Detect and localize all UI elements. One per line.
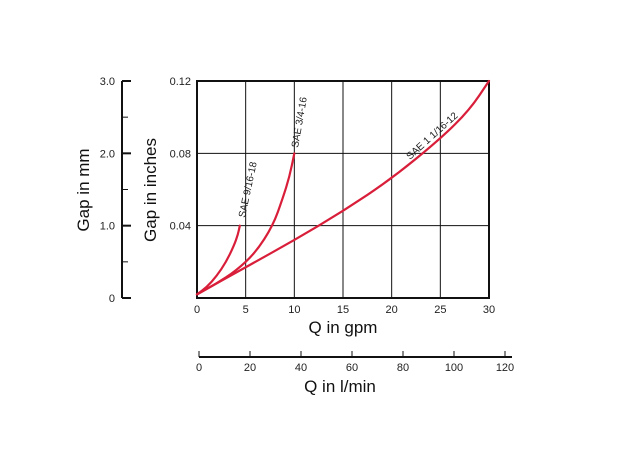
x2-tick-label: 20: [244, 362, 256, 374]
y-axis-label: Gap in inches: [141, 138, 160, 242]
series-line: [195, 79, 491, 296]
y-tick-label: 0.12: [170, 76, 191, 88]
x2-tick-label: 60: [346, 362, 358, 374]
x2-tick-label: 100: [445, 362, 463, 374]
series-label: SAE 1 1/16-12: [405, 110, 461, 162]
x-tick-label: 15: [337, 304, 349, 316]
x-tick-label: 5: [243, 304, 249, 316]
x2-tick-label: 80: [397, 362, 409, 374]
x2-axis-label: Q in l/min: [304, 377, 376, 396]
x2-tick-label: 40: [295, 362, 307, 374]
x2-tick-label: 0: [196, 362, 202, 374]
x-tick-label: 25: [434, 304, 446, 316]
y2-tick-label: 3.0: [100, 76, 115, 88]
x-tick-label: 0: [194, 304, 200, 316]
y2-tick-label: 1.0: [100, 221, 115, 233]
x-tick-label: 20: [386, 304, 398, 316]
series-label: SAE 3/4-16: [290, 96, 310, 149]
x-tick-label: 10: [288, 304, 300, 316]
x-axis-label: Q in gpm: [309, 318, 378, 337]
plot-frame: [196, 80, 490, 299]
y-tick-label: 0.08: [170, 148, 191, 160]
series-line: [195, 224, 241, 296]
y2-tick-label: 0: [109, 293, 115, 305]
x2-tick-label: 120: [496, 362, 514, 374]
series-label: SAE 9/16-18: [237, 160, 260, 218]
y2-tick-label: 2.0: [100, 148, 115, 160]
y2-axis-label: Gap in mm: [74, 148, 93, 231]
x-tick-label: 30: [483, 304, 495, 316]
y-tick-label: 0.04: [170, 221, 191, 233]
